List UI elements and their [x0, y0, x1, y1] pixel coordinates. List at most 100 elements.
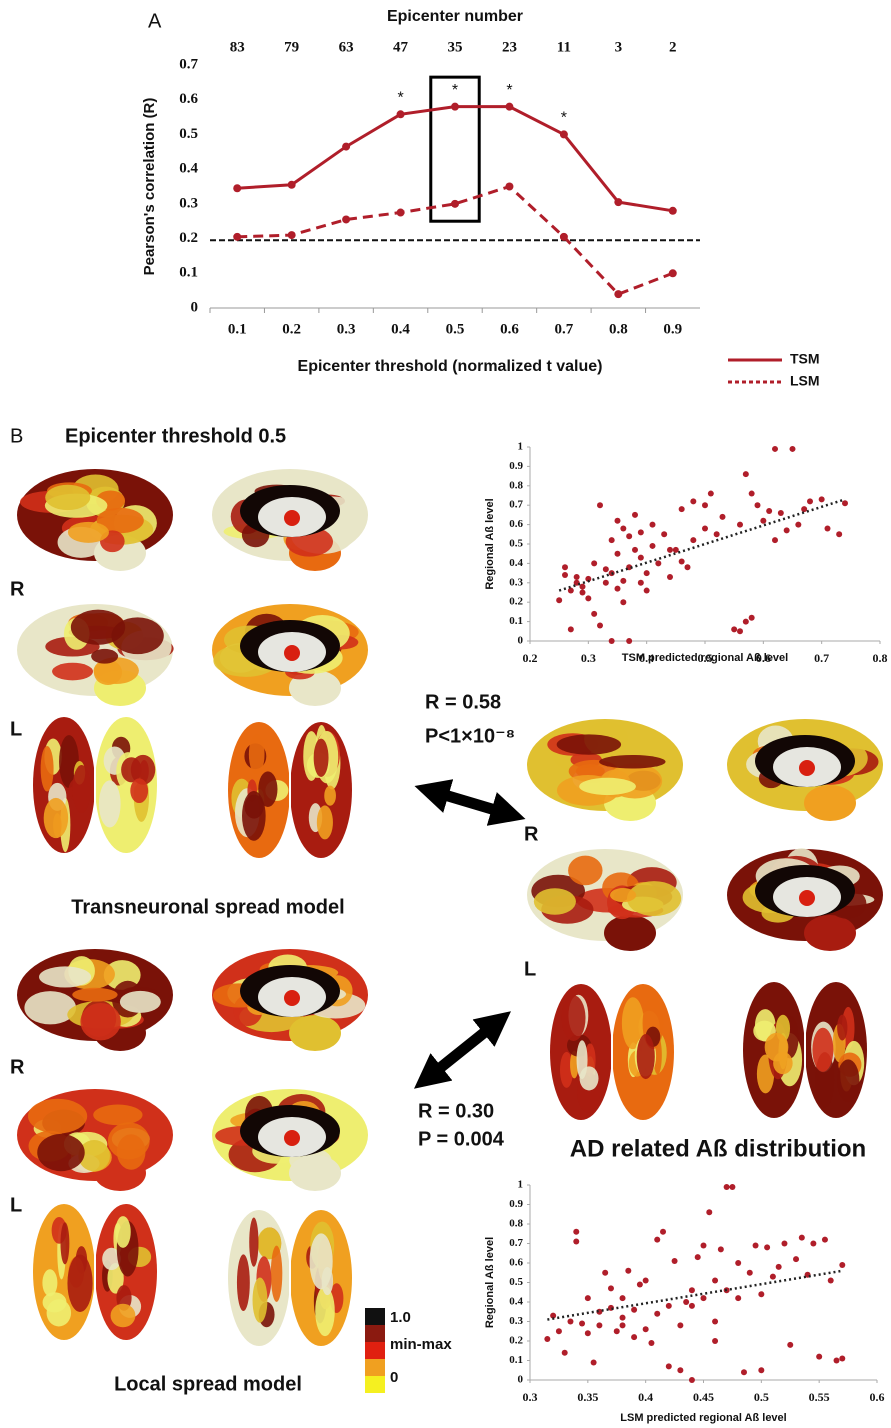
point [729, 1184, 735, 1190]
x-axis-title: TSM predicted regional Aß level [622, 652, 788, 664]
point [839, 1356, 845, 1362]
y-tick-label: 0.5 [509, 1276, 523, 1288]
brain-region [557, 734, 621, 754]
y-tick-label: 0 [518, 635, 524, 647]
point [644, 588, 650, 594]
figure: B Epicenter threshold 0.5 R L R L R L Tr… [0, 0, 891, 1428]
point [747, 1270, 753, 1276]
x-tick-label: 0.3 [523, 1390, 538, 1404]
point [672, 1258, 678, 1264]
point [615, 518, 621, 524]
point [810, 1241, 816, 1247]
point [816, 1354, 822, 1360]
point [614, 198, 622, 206]
brain-region [44, 798, 68, 838]
point [451, 103, 459, 111]
point [562, 1350, 568, 1356]
point [724, 1184, 730, 1190]
y-tick-label: 0 [518, 1374, 524, 1386]
point [842, 500, 848, 506]
top-tick-label: 11 [557, 39, 571, 55]
point [560, 233, 568, 241]
brain-stem [804, 915, 856, 951]
y-tick-label: 0.5 [509, 538, 523, 550]
brain-region [317, 805, 333, 839]
y-axis-title: Regional Aß level [484, 498, 496, 589]
brain-thalamus [799, 890, 815, 906]
y-tick-label: 0.4 [179, 161, 198, 177]
point [677, 1367, 683, 1373]
point [702, 525, 708, 531]
x-tick-label: 0.35 [577, 1390, 598, 1404]
point [702, 502, 708, 508]
point [544, 1336, 550, 1342]
point [822, 1237, 828, 1243]
top-tick-label: 47 [393, 39, 409, 55]
hemisphere-label: L [10, 1194, 22, 1216]
point [799, 1235, 805, 1241]
point [632, 512, 638, 518]
brain-stem [604, 915, 656, 951]
point [749, 491, 755, 497]
top-axis-title: Epicenter number [387, 8, 523, 25]
point [655, 560, 661, 566]
point [735, 1260, 741, 1266]
point [667, 547, 673, 553]
distribution-title: AD related Aß distribution [570, 1135, 866, 1162]
point [690, 498, 696, 504]
y-tick-label: 0.3 [179, 195, 198, 211]
point [591, 1359, 597, 1365]
point [660, 1229, 666, 1235]
point [620, 1315, 626, 1321]
point [596, 1322, 602, 1328]
point [562, 572, 568, 578]
brain-region [610, 888, 636, 902]
point [602, 1270, 608, 1276]
point [758, 1367, 764, 1373]
brain-region [568, 856, 602, 886]
brain-region [111, 1304, 136, 1328]
point [397, 110, 405, 118]
brain-thalamus [284, 990, 300, 1006]
hemisphere-label: R [10, 578, 25, 600]
point [685, 564, 691, 570]
point [233, 233, 241, 241]
brain-region [249, 734, 265, 774]
point [568, 626, 574, 632]
point [766, 508, 772, 514]
brain-region [765, 1033, 789, 1062]
y-axis-title: Regional Aß level [484, 1237, 496, 1328]
point [666, 1303, 672, 1309]
point [638, 555, 644, 561]
point [712, 1319, 718, 1325]
point [795, 522, 801, 528]
annotation: * [506, 82, 512, 99]
top-tick-label: 3 [615, 39, 623, 55]
point [706, 1209, 712, 1215]
point [753, 1242, 759, 1248]
y-tick-label: 0.6 [179, 91, 198, 107]
brain-region [258, 771, 277, 807]
annotation: * [452, 82, 458, 99]
y-tick-label: 0.1 [179, 265, 198, 281]
point [556, 597, 562, 603]
point [573, 1229, 579, 1235]
brain-thalamus [284, 645, 300, 661]
y-tick-label: 0.7 [179, 56, 198, 72]
x-tick-label: 0.4 [638, 1390, 653, 1404]
point [626, 533, 632, 539]
brain-region [812, 1028, 833, 1072]
x-tick-label: 0.9 [663, 321, 682, 337]
point [567, 1319, 573, 1325]
point [718, 1246, 724, 1252]
panel-title: Epicenter threshold 0.5 [65, 425, 286, 447]
brain-thalamus [284, 510, 300, 526]
y-tick-label: 0.3 [509, 576, 523, 588]
brain-thalamus [799, 760, 815, 776]
point [233, 184, 241, 192]
point [644, 570, 650, 576]
point [807, 498, 813, 504]
y-tick-label: 1 [518, 1179, 524, 1191]
brain-region [71, 610, 125, 645]
point [654, 1311, 660, 1317]
